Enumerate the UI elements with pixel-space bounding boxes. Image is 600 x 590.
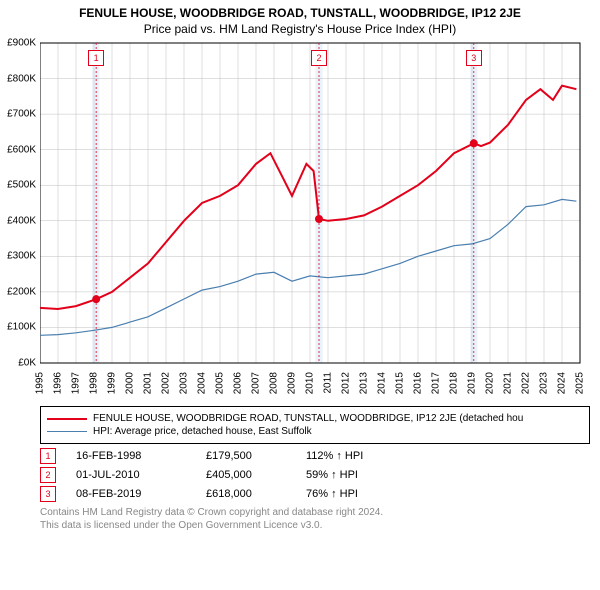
x-tick-label: 2025 bbox=[575, 372, 586, 394]
transaction-row: 3 08-FEB-2019£618,00076% ↑ HPI bbox=[40, 486, 590, 502]
x-tick-label: 2019 bbox=[467, 372, 478, 394]
x-tick-label: 2011 bbox=[323, 372, 334, 394]
x-tick-label: 2022 bbox=[521, 372, 532, 394]
transaction-table: 1 16-FEB-1998£179,500112% ↑ HPI 2 01-JUL-20… bbox=[40, 448, 590, 502]
footnote: Contains HM Land Registry data © Crown c… bbox=[40, 506, 590, 532]
x-tick-label: 2009 bbox=[287, 372, 298, 394]
x-tick-label: 2021 bbox=[503, 372, 514, 394]
transaction-date: 08-FEB-2019 bbox=[76, 488, 206, 500]
transaction-row: 2 01-JUL-2010£405,00059% ↑ HPI bbox=[40, 467, 590, 483]
chart-marker-3: 3 bbox=[466, 50, 482, 66]
x-tick-label: 2007 bbox=[251, 372, 262, 394]
legend-row: HPI: Average price, detached house, East… bbox=[47, 426, 583, 437]
transaction-row: 1 16-FEB-1998£179,500112% ↑ HPI bbox=[40, 448, 590, 464]
x-tick-label: 2002 bbox=[161, 372, 172, 394]
transaction-marker: 3 bbox=[40, 486, 56, 502]
transaction-pct: 76% ↑ HPI bbox=[306, 488, 386, 500]
transaction-price: £405,000 bbox=[206, 469, 306, 481]
y-tick-label: £700K bbox=[7, 109, 36, 120]
legend-label: HPI: Average price, detached house, East… bbox=[93, 426, 312, 437]
transaction-price: £618,000 bbox=[206, 488, 306, 500]
chart-marker-2: 2 bbox=[311, 50, 327, 66]
transaction-price: £179,500 bbox=[206, 450, 306, 462]
x-tick-label: 2016 bbox=[413, 372, 424, 394]
chart-container: FENULE HOUSE, WOODBRIDGE ROAD, TUNSTALL,… bbox=[0, 0, 600, 532]
y-tick-label: £100K bbox=[7, 322, 36, 333]
x-tick-label: 2003 bbox=[179, 372, 190, 394]
y-tick-label: £300K bbox=[7, 251, 36, 262]
transaction-marker: 1 bbox=[40, 448, 56, 464]
x-tick-label: 2010 bbox=[305, 372, 316, 394]
y-tick-label: £500K bbox=[7, 180, 36, 191]
x-tick-label: 2014 bbox=[377, 372, 388, 394]
x-tick-label: 1995 bbox=[35, 372, 46, 394]
x-tick-label: 2004 bbox=[197, 372, 208, 394]
transaction-date: 16-FEB-1998 bbox=[76, 450, 206, 462]
x-tick-label: 2006 bbox=[233, 372, 244, 394]
footnote-line1: Contains HM Land Registry data © Crown c… bbox=[40, 506, 590, 519]
x-tick-label: 2017 bbox=[431, 372, 442, 394]
y-tick-label: £900K bbox=[7, 38, 36, 49]
x-tick-label: 2000 bbox=[125, 372, 136, 394]
chart-marker-1: 1 bbox=[88, 50, 104, 66]
x-tick-label: 2023 bbox=[539, 372, 550, 394]
transaction-pct: 59% ↑ HPI bbox=[306, 469, 386, 481]
x-tick-label: 2013 bbox=[359, 372, 370, 394]
y-tick-label: £200K bbox=[7, 286, 36, 297]
plot-area: 1 2 3 bbox=[40, 38, 600, 368]
transaction-date: 01-JUL-2010 bbox=[76, 469, 206, 481]
x-tick-label: 2020 bbox=[485, 372, 496, 394]
x-tick-label: 1997 bbox=[71, 372, 82, 394]
x-tick-label: 2012 bbox=[341, 372, 352, 394]
transaction-pct: 112% ↑ HPI bbox=[306, 450, 386, 462]
legend-label: FENULE HOUSE, WOODBRIDGE ROAD, TUNSTALL,… bbox=[93, 413, 523, 424]
x-tick-label: 2015 bbox=[395, 372, 406, 394]
chart-subtitle: Price paid vs. HM Land Registry's House … bbox=[4, 22, 596, 36]
legend-row: FENULE HOUSE, WOODBRIDGE ROAD, TUNSTALL,… bbox=[47, 413, 583, 424]
x-tick-label: 2024 bbox=[557, 372, 568, 394]
x-tick-label: 2005 bbox=[215, 372, 226, 394]
legend-box: FENULE HOUSE, WOODBRIDGE ROAD, TUNSTALL,… bbox=[40, 406, 590, 444]
y-tick-label: £400K bbox=[7, 215, 36, 226]
y-tick-label: £0K bbox=[18, 358, 36, 369]
legend-swatch bbox=[47, 418, 87, 420]
footnote-line2: This data is licensed under the Open Gov… bbox=[40, 519, 590, 532]
x-tick-label: 1996 bbox=[53, 372, 64, 394]
x-tick-label: 2001 bbox=[143, 372, 154, 394]
y-tick-label: £600K bbox=[7, 144, 36, 155]
title-block: FENULE HOUSE, WOODBRIDGE ROAD, TUNSTALL,… bbox=[0, 0, 600, 38]
legend-swatch bbox=[47, 431, 87, 432]
x-tick-label: 1999 bbox=[107, 372, 118, 394]
x-tick-label: 2008 bbox=[269, 372, 280, 394]
x-tick-label: 1998 bbox=[89, 372, 100, 394]
x-axis: 1995199619971998199920002001200220032004… bbox=[40, 368, 600, 398]
x-tick-label: 2018 bbox=[449, 372, 460, 394]
plot-svg bbox=[40, 38, 600, 368]
transaction-marker: 2 bbox=[40, 467, 56, 483]
y-axis: £0K £100K £200K £300K £400K £500K £600K £700K £8… bbox=[0, 38, 38, 368]
chart-title: FENULE HOUSE, WOODBRIDGE ROAD, TUNSTALL,… bbox=[4, 6, 596, 20]
y-tick-label: £800K bbox=[7, 73, 36, 84]
